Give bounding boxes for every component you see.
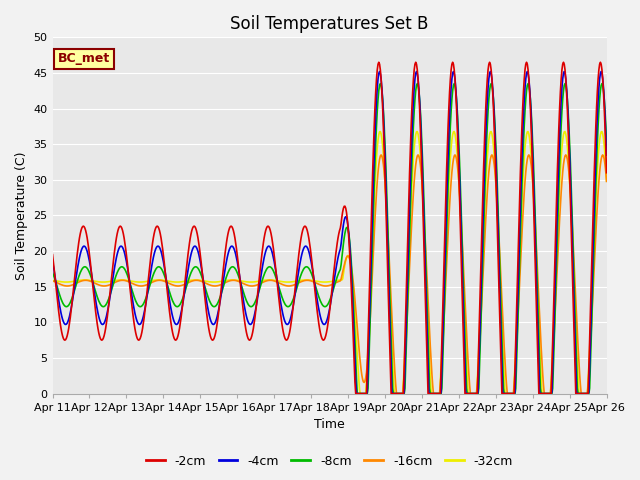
Legend: -2cm, -4cm, -8cm, -16cm, -32cm: -2cm, -4cm, -8cm, -16cm, -32cm (141, 450, 518, 473)
Title: Soil Temperatures Set B: Soil Temperatures Set B (230, 15, 429, 33)
X-axis label: Time: Time (314, 418, 345, 431)
Text: BC_met: BC_met (58, 52, 110, 65)
Y-axis label: Soil Temperature (C): Soil Temperature (C) (15, 151, 28, 280)
